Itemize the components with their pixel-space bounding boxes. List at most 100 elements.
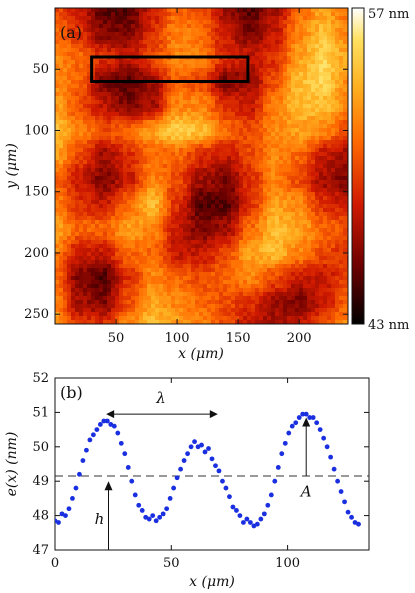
heatmap-cell [147,92,152,97]
heatmap-cell [267,272,272,277]
heatmap-cell [255,216,260,221]
heatmap-cell [139,220,144,225]
heatmap-cell [91,192,96,197]
heatmap-cell [67,100,72,105]
heatmap-cell [67,232,72,237]
heatmap-cell [263,184,268,189]
heatmap-cell [159,140,164,145]
heatmap-cell [191,100,196,105]
heatmap-cell [175,60,180,65]
heatmap-cell [211,132,216,137]
heatmap-cell [95,76,100,81]
heatmap-cell [55,192,60,197]
heatmap-cell [163,8,168,13]
heatmap-cell [287,228,292,233]
heatmap-cell [91,100,96,105]
heatmap-cell [191,272,196,277]
heatmap-cell [131,100,136,105]
heatmap-cell [247,208,252,213]
heatmap-cell [147,36,152,41]
heatmap-cell [95,268,100,273]
heatmap-cell [323,196,328,201]
heatmap-cell [91,252,96,257]
heatmap-cell [223,188,228,193]
heatmap-cell [339,152,344,157]
heatmap-cell [255,240,260,245]
heatmap-cell [59,80,64,85]
heatmap-cell [143,164,148,169]
heatmap-cell [127,124,132,129]
heatmap-cell [339,188,344,193]
heatmap-cell [119,160,124,165]
heatmap-cell [75,236,80,241]
heatmap-cell [307,224,312,229]
heatmap-cell [95,176,100,181]
heatmap-cell [147,96,152,101]
heatmap-cell [183,268,188,273]
heatmap-cell [123,92,128,97]
heatmap-cell [139,200,144,205]
heatmap-cell [275,136,280,141]
heatmap-cell [287,108,292,113]
heatmap-cell [323,120,328,125]
heatmap-cell [295,184,300,189]
heatmap-cell [107,216,112,221]
heatmap-cell [339,184,344,189]
heatmap-cell [55,88,60,93]
heatmap-cell [95,152,100,157]
heatmap-cell [87,200,92,205]
heatmap-cell [139,180,144,185]
heatmap-cell [231,28,236,33]
heatmap-cell [171,240,176,245]
heatmap-cell [343,84,348,89]
heatmap-cell [247,212,252,217]
heatmap-cell [87,168,92,173]
heatmap-cell [179,20,184,25]
heatmap-cell [239,68,244,73]
heatmap-cell [339,64,344,69]
heatmap-cell [251,224,256,229]
heatmap-cell [143,40,148,45]
heatmap-cell [131,92,136,97]
heatmap-cell [267,148,272,153]
heatmap-cell [307,212,312,217]
heatmap-cell [215,248,220,253]
heatmap-cell [199,40,204,45]
heatmap-cell [159,144,164,149]
heatmap-cell [147,140,152,145]
heatmap-cell [291,208,296,213]
heatmap-cell [311,92,316,97]
heatmap-cell [55,148,60,153]
heatmap-cell [155,36,160,41]
heatmap-cell [59,184,64,189]
heatmap-cell [163,60,168,65]
heatmap-cell [227,20,232,25]
heatmap-cell [319,216,324,221]
heatmap-cell [79,36,84,41]
heatmap-cell [55,116,60,121]
heatmap-cell [219,48,224,53]
heatmap-cell [223,92,228,97]
heatmap-cell [171,128,176,133]
heatmap-cell [127,188,132,193]
heatmap-cell [291,88,296,93]
heatmap-cell [251,188,256,193]
heatmap-cell [327,72,332,77]
heatmap-cell [315,52,320,57]
heatmap-cell [255,164,260,169]
heatmap-cell [147,264,152,269]
heatmap-cell [283,116,288,121]
heatmap-cell [135,216,140,221]
heatmap-cell [115,220,120,225]
heatmap-cell [139,248,144,253]
heatmap-cell [255,188,260,193]
heatmap-cell [119,232,124,237]
heatmap-cell [167,180,172,185]
heatmap-cell [279,148,284,153]
heatmap-cell [55,212,60,217]
heatmap-cell [131,60,136,65]
heatmap-cell [339,12,344,17]
heatmap-cell [111,192,116,197]
heatmap-cell [107,96,112,101]
heatmap-cell [111,84,116,89]
